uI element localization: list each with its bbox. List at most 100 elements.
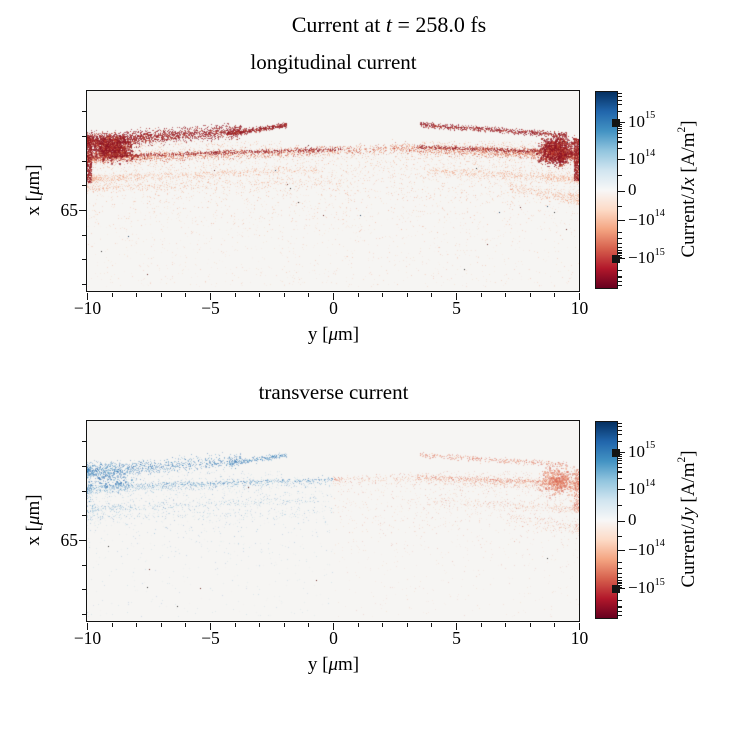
x-major-tick [86, 623, 89, 630]
x-tick-label: −5 [201, 298, 220, 318]
y-minor-tick [82, 441, 87, 443]
colorbar-bold-mark [612, 254, 620, 263]
colorbar-major-tick [618, 489, 625, 491]
colorbar-tick-label: 1015 [628, 110, 656, 131]
x-minor-tick [554, 293, 556, 297]
x-axis-label: y [μm] [307, 654, 360, 675]
y-minor-tick [82, 160, 87, 163]
heatmap-canvas-jy [87, 421, 579, 621]
x-minor-tick [480, 623, 482, 627]
x-minor-tick [406, 623, 408, 627]
colorbar-minor-tick [618, 586, 622, 588]
x-major-tick [209, 623, 212, 630]
x-major-tick [209, 293, 212, 300]
colorbar-minor-tick [618, 136, 622, 139]
x-minor-tick [529, 293, 531, 297]
colorbar-tick-label: −1014 [628, 208, 665, 229]
colorbar-minor-tick [618, 561, 622, 563]
x-tick-label: 0 [329, 628, 338, 648]
x-major-tick [455, 293, 458, 300]
plot-area [86, 420, 580, 622]
y-tick-label: 65 [60, 199, 79, 220]
x-minor-tick [308, 623, 310, 627]
y-tick-label: 65 [60, 529, 79, 550]
colorbar-major-tick [618, 549, 625, 552]
colorbar-minor-tick [618, 127, 622, 129]
colorbar-minor-tick [618, 572, 622, 575]
y-minor-tick [82, 465, 87, 468]
colorbar-minor-tick [618, 471, 622, 473]
colorbar-tick-label: 1014 [628, 147, 656, 168]
colorbar-tick-label: 1015 [628, 440, 656, 461]
subplot-title: longitudinal current [250, 50, 417, 74]
x-minor-tick [431, 293, 433, 297]
x-axis-label: y [μm] [307, 324, 360, 345]
x-tick-label: −10 [73, 298, 102, 318]
x-minor-tick [136, 623, 138, 627]
x-minor-tick [406, 293, 408, 297]
colorbar-minor-tick [618, 254, 622, 256]
colorbar-bold-mark [612, 584, 620, 593]
colorbar-minor-tick [618, 252, 622, 254]
colorbar-major-tick [618, 451, 625, 454]
colorbar-minor-tick [618, 429, 622, 431]
x-tick-label: −10 [73, 628, 102, 648]
colorbar-tick-label: 0 [628, 180, 637, 200]
x-minor-tick [259, 623, 261, 627]
colorbar-major-tick [618, 159, 625, 161]
colorbar-minor-tick [618, 611, 622, 613]
colorbar-minor-tick [618, 174, 622, 177]
colorbar-tick-label: −1015 [628, 576, 665, 597]
colorbar-minor-tick [618, 104, 622, 106]
colorbar-bold-mark [612, 118, 620, 127]
y-minor-tick [82, 589, 87, 591]
colorbar-minor-tick [618, 576, 622, 578]
x-minor-tick [234, 623, 236, 627]
x-minor-tick [160, 623, 162, 627]
y-minor-tick [82, 564, 87, 566]
x-minor-tick [480, 293, 482, 297]
colorbar-minor-tick [618, 141, 622, 143]
colorbar-minor-tick [618, 246, 622, 248]
x-minor-tick [234, 293, 236, 297]
colorbar-minor-tick [618, 466, 622, 469]
x-minor-tick [308, 293, 310, 297]
x-major-tick [578, 623, 581, 630]
x-major-tick [578, 293, 581, 300]
colorbar-minor-tick [618, 599, 622, 601]
colorbar-minor-tick [618, 284, 622, 287]
figure-title: Current at t = 258.0 fs [291, 12, 487, 37]
y-major-tick [79, 540, 86, 542]
colorbar-major-tick [618, 520, 625, 522]
x-minor-tick [111, 623, 113, 627]
x-minor-tick [160, 293, 162, 297]
x-minor-tick [505, 623, 507, 627]
colorbar-minor-tick [618, 457, 622, 459]
x-major-tick [332, 293, 335, 300]
y-minor-tick [82, 490, 87, 493]
colorbar-major-tick [618, 121, 625, 124]
x-tick-label: −5 [201, 628, 220, 648]
colorbar-minor-tick [618, 130, 622, 132]
y-major-tick [79, 210, 86, 212]
colorbar-minor-tick [618, 584, 622, 586]
colorbar-minor-tick [618, 269, 622, 271]
colorbar-minor-tick [618, 453, 622, 455]
colorbar-label: Current/Jx [A/m2] [676, 120, 700, 258]
x-tick-label: 10 [570, 298, 589, 318]
x-minor-tick [185, 623, 187, 627]
y-minor-tick [82, 234, 87, 236]
colorbar-minor-tick [618, 614, 622, 617]
colorbar-minor-tick [618, 95, 622, 98]
x-minor-tick [529, 623, 531, 627]
y-minor-tick [82, 613, 87, 616]
colorbar-tick-label: −1015 [628, 246, 665, 267]
colorbar-minor-tick [618, 504, 622, 507]
colorbar-minor-tick [618, 99, 622, 101]
y-minor-tick [82, 283, 87, 286]
x-minor-tick [136, 293, 138, 297]
colorbar-minor-tick [618, 422, 622, 425]
x-minor-tick [554, 623, 556, 627]
y-minor-tick [82, 135, 87, 138]
x-tick-label: 10 [570, 628, 589, 648]
